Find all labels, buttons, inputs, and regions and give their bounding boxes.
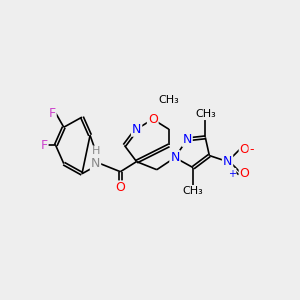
Text: CH₃: CH₃	[195, 109, 216, 119]
Text: F: F	[40, 139, 48, 152]
Text: O: O	[240, 167, 250, 180]
Text: N: N	[182, 133, 192, 146]
Text: N: N	[170, 151, 180, 164]
Text: H: H	[92, 146, 100, 157]
Text: -: -	[250, 143, 254, 156]
Text: N: N	[223, 155, 232, 168]
Text: +: +	[228, 169, 236, 179]
Text: F: F	[49, 106, 56, 120]
Text: CH₃: CH₃	[183, 186, 203, 196]
Text: N: N	[91, 157, 100, 170]
Text: O: O	[240, 143, 250, 156]
Text: N: N	[132, 123, 141, 136]
Text: O: O	[148, 113, 158, 126]
Text: CH₃: CH₃	[158, 95, 179, 105]
Text: O: O	[116, 182, 125, 194]
